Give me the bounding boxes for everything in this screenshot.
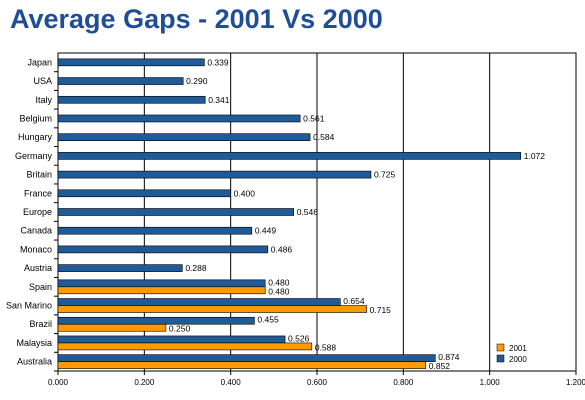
data-label-2000: 0.486 bbox=[271, 244, 293, 254]
bar-2000 bbox=[57, 208, 294, 216]
category-label: Malaysia bbox=[16, 338, 52, 348]
bar-2000 bbox=[57, 298, 341, 306]
data-label-2000: 1.072 bbox=[524, 151, 546, 161]
bar-2000 bbox=[57, 245, 269, 254]
bar-2000 bbox=[57, 335, 286, 344]
category-label: San Marino bbox=[6, 301, 52, 311]
bar-2000 bbox=[57, 354, 436, 362]
x-tick-label: 0.600 bbox=[307, 378, 328, 387]
bar-2001 bbox=[57, 286, 266, 295]
data-label-2000: 0.339 bbox=[207, 57, 229, 67]
category-label: USA bbox=[33, 76, 52, 86]
bar-2000 bbox=[57, 114, 301, 123]
legend-label-2001: 2001 bbox=[509, 344, 527, 353]
legend-swatch-2000 bbox=[496, 354, 505, 363]
x-tick-label: 0.800 bbox=[393, 378, 414, 387]
data-label-2000: 0.584 bbox=[313, 132, 335, 142]
category-label: Europe bbox=[23, 207, 52, 217]
category-label: Austria bbox=[24, 263, 52, 273]
data-label-2001: 0.588 bbox=[315, 342, 337, 352]
data-label-2001: 0.480 bbox=[268, 286, 290, 296]
category-label: Hungary bbox=[18, 132, 53, 142]
x-tick-label: 1.200 bbox=[566, 378, 585, 387]
category-label: France bbox=[24, 188, 52, 198]
category-label: Monaco bbox=[20, 244, 52, 254]
data-label-2000: 0.341 bbox=[208, 95, 230, 105]
x-tick-label: 0.200 bbox=[134, 378, 155, 387]
category-label: Australia bbox=[17, 357, 52, 367]
category-label: Japan bbox=[27, 57, 52, 67]
data-label-2000: 0.654 bbox=[343, 296, 365, 306]
bar-2000 bbox=[57, 77, 184, 85]
data-label-2000: 0.480 bbox=[268, 277, 290, 287]
bar-2000 bbox=[57, 95, 206, 104]
x-tick-label: 0.400 bbox=[221, 378, 242, 387]
chart-title: Average Gaps - 2001 Vs 2000 bbox=[10, 4, 383, 34]
x-tick-label: 0.000 bbox=[48, 378, 69, 387]
category-label: Germany bbox=[15, 151, 53, 161]
bar-2000 bbox=[57, 152, 522, 160]
bar-2000 bbox=[57, 316, 255, 325]
data-label-2000: 0.561 bbox=[303, 113, 325, 123]
category-label: Italy bbox=[35, 95, 52, 105]
bar-2000 bbox=[57, 264, 183, 272]
category-label: Britain bbox=[26, 170, 52, 180]
bar-2000 bbox=[57, 279, 266, 288]
data-label-2001: 0.250 bbox=[169, 324, 191, 334]
category-label: Belgium bbox=[19, 113, 52, 123]
data-label-2001: 0.852 bbox=[429, 361, 451, 371]
legend-label-2000: 2000 bbox=[509, 355, 527, 364]
category-label: Spain bbox=[29, 282, 52, 292]
data-label-2000: 0.449 bbox=[255, 226, 277, 236]
data-label-2000: 0.874 bbox=[438, 352, 460, 362]
category-label: Brazil bbox=[29, 319, 52, 329]
bar-2000 bbox=[57, 226, 253, 235]
bar-2000 bbox=[57, 58, 205, 67]
bar-2001 bbox=[57, 361, 427, 369]
data-label-2000: 0.546 bbox=[297, 207, 319, 217]
data-label-2000: 0.290 bbox=[186, 76, 208, 86]
x-tick-label: 1.000 bbox=[480, 378, 501, 387]
data-label-2000: 0.725 bbox=[374, 170, 396, 180]
bar-2001 bbox=[57, 323, 167, 332]
data-label-2000: 0.526 bbox=[288, 333, 310, 343]
data-label-2000: 0.455 bbox=[257, 315, 279, 325]
legend-swatch-2001 bbox=[496, 343, 505, 352]
data-label-2000: 0.288 bbox=[185, 263, 207, 273]
bar-2000 bbox=[57, 170, 372, 179]
category-label: Canada bbox=[20, 226, 52, 236]
bar-2001 bbox=[57, 342, 313, 351]
data-label-2001: 0.715 bbox=[370, 305, 392, 315]
bar-2000 bbox=[57, 133, 311, 141]
data-label-2000: 0.400 bbox=[234, 188, 256, 198]
bar-2000 bbox=[57, 189, 231, 198]
bar-2001 bbox=[57, 305, 367, 313]
